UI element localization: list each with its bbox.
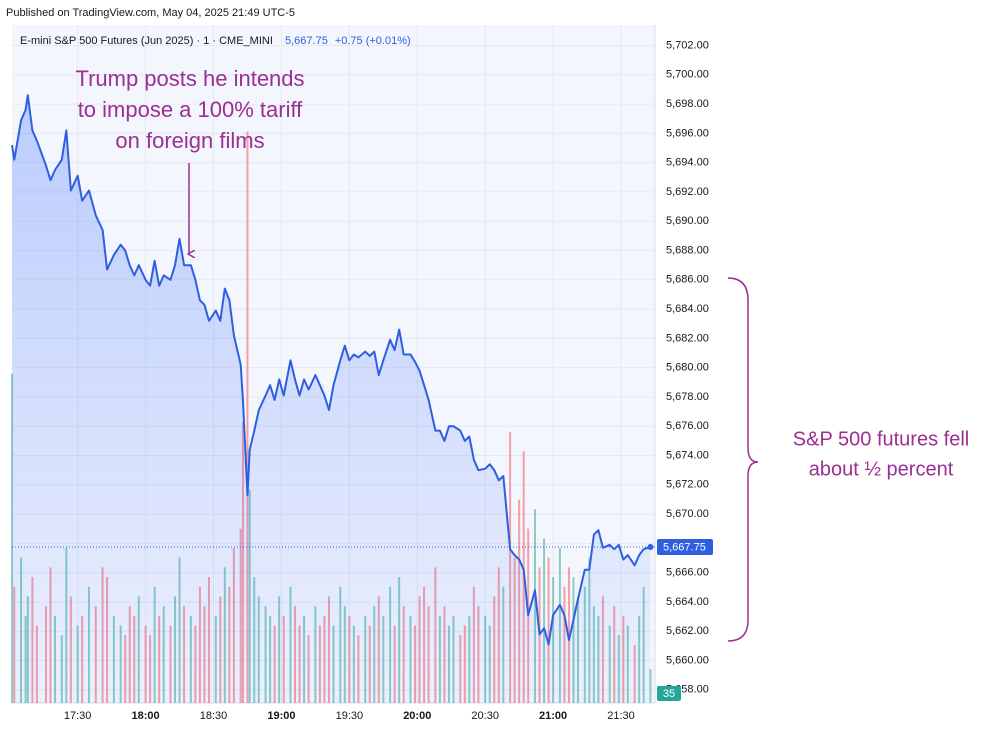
annotation-text: S&P 500 futures fell — [793, 428, 969, 450]
y-tick-label: 5,686.00 — [666, 274, 709, 286]
annotation-text: Trump posts he intends — [75, 66, 304, 91]
symbol: E-mini S&P 500 Futures (Jun 2025) · 1 · … — [20, 35, 273, 47]
y-tick-label: 5,670.00 — [666, 508, 709, 520]
y-tick-label: 5,700.00 — [666, 69, 709, 81]
price-badge — [657, 539, 713, 556]
y-tick-label: 5,678.00 — [666, 391, 709, 403]
x-tick-label: 20:30 — [471, 710, 499, 722]
x-tick-label: 20:00 — [403, 710, 431, 722]
y-tick-label: 5,694.00 — [666, 157, 709, 169]
price-line — [11, 94, 651, 646]
plot — [11, 94, 655, 704]
x-tick-label: 18:30 — [200, 710, 228, 722]
y-tick-label: 5,688.00 — [666, 244, 709, 256]
price-badge-label: 5,667.75 — [663, 541, 706, 553]
volume-badge — [657, 686, 681, 701]
volume-bar — [246, 131, 249, 704]
header-price: 5,667.75 — [285, 35, 328, 47]
annotation-text: to impose a 100% tariff — [78, 97, 303, 122]
y-tick-label: 5,660.00 — [666, 654, 709, 666]
y-tick-label: 5,666.00 — [666, 567, 709, 579]
y-tick-label: 5,696.00 — [666, 127, 709, 139]
y-tick-label: 5,692.00 — [666, 186, 709, 198]
y-tick-label: 5,662.00 — [666, 625, 709, 637]
y-tick-label: 5,690.00 — [666, 215, 709, 227]
header-change: +0.75 (+0.01%) — [335, 35, 411, 47]
y-tick-label: 5,702.00 — [666, 39, 709, 51]
y-tick-label: 5,684.00 — [666, 303, 709, 315]
y-tick-label: 5,682.00 — [666, 332, 709, 344]
last-point — [647, 544, 654, 551]
x-tick-label: 17:30 — [64, 710, 92, 722]
y-tick-label: 5,698.00 — [666, 98, 709, 110]
y-tick-label: 5,676.00 — [666, 420, 709, 432]
y-axis-background — [655, 25, 715, 703]
x-tick-label: 19:30 — [336, 710, 364, 722]
volume-bar — [547, 557, 550, 703]
published-note: Published on TradingView.com, May 04, 20… — [6, 7, 295, 19]
volume-bar — [543, 538, 546, 703]
annotation-text: about ½ percent — [809, 458, 954, 480]
x-tick-label: 18:00 — [132, 710, 160, 722]
y-tick-label: 5,664.00 — [666, 596, 709, 608]
annotation-text: on foreign films — [115, 128, 264, 153]
x-tick-label: 19:00 — [267, 710, 295, 722]
x-tick-label: 21:00 — [539, 710, 567, 722]
y-tick-label: 5,674.00 — [666, 449, 709, 461]
y-tick-label: 5,680.00 — [666, 362, 709, 374]
volume-badge-label: 35 — [663, 688, 675, 700]
x-tick-label: 21:30 — [607, 710, 635, 722]
bracket — [727, 277, 759, 642]
y-tick-label: 5,672.00 — [666, 479, 709, 491]
